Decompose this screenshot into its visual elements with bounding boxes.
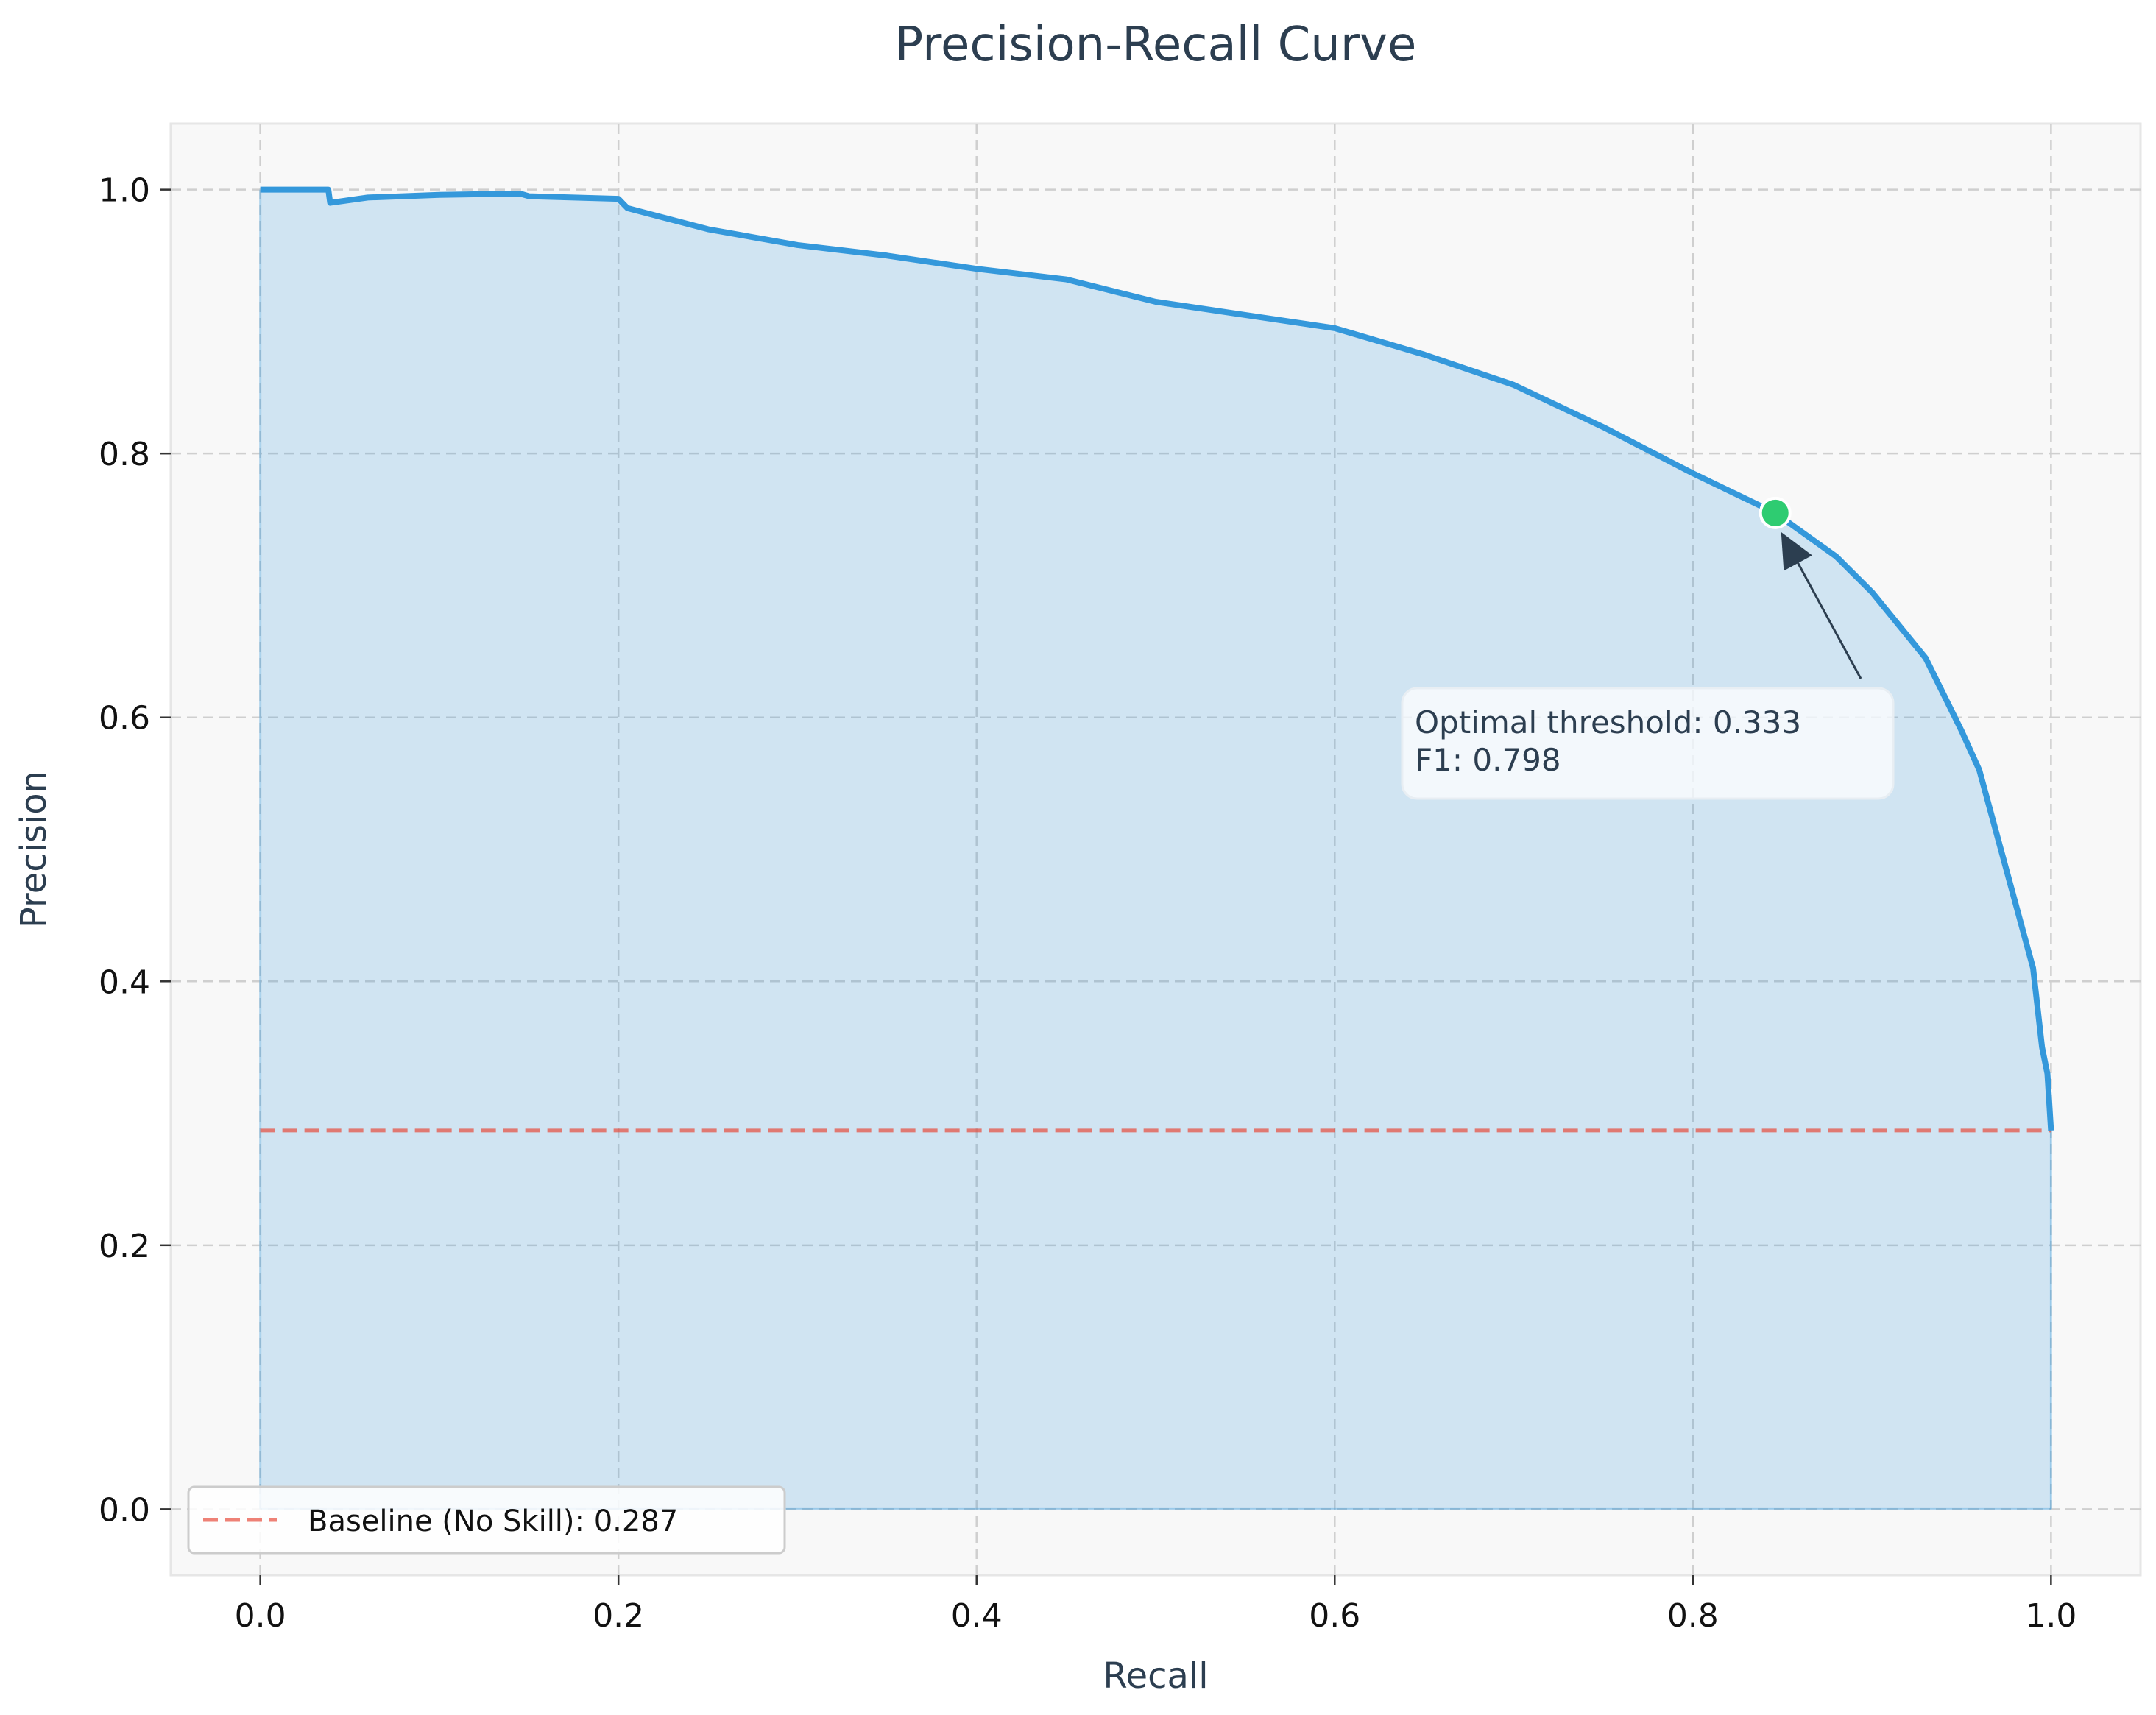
annotation-arrow-shaft	[1797, 562, 1862, 679]
y-tick-label-0: 0.0	[99, 1491, 150, 1529]
axis-ticks: 0.0 0.2 0.4 0.6 0.8 1.0 0.0 0.2 0.4 0.6 0.8 1.0	[99, 172, 2077, 1635]
chart-title: Precision-Recall Curve	[895, 18, 1417, 72]
y-tick-label-4: 0.8	[99, 436, 150, 473]
x-tick-label-0: 0.0	[235, 1597, 286, 1635]
annotation-threshold-text: Optimal threshold: 0.333	[1415, 704, 1801, 740]
legend: Baseline (No Skill): 0.287	[187, 1485, 786, 1555]
y-axis-title: Precision	[13, 771, 54, 928]
legend-box	[187, 1485, 786, 1555]
x-tick-label-2: 0.4	[951, 1597, 1003, 1635]
x-axis-title: Recall	[1103, 1655, 1208, 1697]
y-tick-label-3: 0.6	[99, 700, 150, 738]
legend-baseline-label: Baseline (No Skill): 0.287	[308, 1504, 678, 1538]
y-tick-label-1: 0.2	[99, 1228, 150, 1265]
x-tick-label-5: 1.0	[2025, 1597, 2077, 1635]
x-tick-label-3: 0.6	[1309, 1597, 1360, 1635]
annotation-f1-text: F1: 0.798	[1415, 742, 1561, 778]
x-tick-label-4: 0.8	[1667, 1597, 1719, 1635]
pr-curve-line	[260, 186, 2054, 1131]
pr-curve-area	[260, 189, 2051, 1510]
annotation-arrow-head	[1781, 531, 1812, 571]
x-tick-label-1: 0.2	[593, 1597, 644, 1635]
y-tick-label-5: 1.0	[99, 172, 150, 210]
annotation-box	[1401, 687, 1895, 800]
optimal-threshold-annotation: Optimal threshold: 0.333 F1: 0.798	[1401, 531, 1895, 800]
optimal-threshold-point	[1759, 496, 1792, 529]
plot-area	[169, 122, 2142, 1577]
y-tick-label-2: 0.4	[99, 963, 150, 1001]
